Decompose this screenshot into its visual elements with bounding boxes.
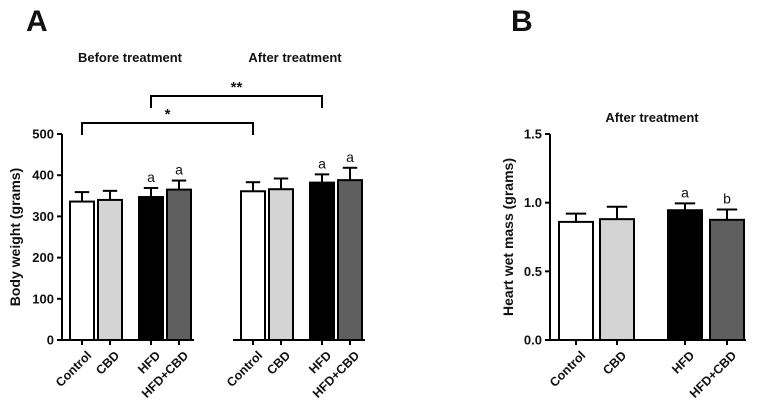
y-tick-label: 300: [32, 209, 54, 224]
chart-a: A Before treatment After treatment Body …: [7, 5, 365, 401]
category-label: CBD: [600, 348, 629, 377]
bar: [558, 220, 594, 341]
category-label: Control: [547, 348, 588, 389]
bar: [309, 181, 335, 341]
bar: [337, 179, 363, 341]
significance-label: **: [231, 79, 243, 96]
chart-title-b: After treatment: [605, 110, 699, 125]
category-label: CBD: [93, 348, 122, 377]
bar: [69, 200, 95, 341]
panel-label-b: B: [511, 5, 533, 38]
group-title-after: After treatment: [248, 50, 342, 65]
y-tick-label: 400: [32, 168, 54, 183]
category-label: Control: [224, 348, 265, 389]
y-tick-label: 0.5: [524, 264, 542, 279]
bar-annotation: b: [723, 191, 731, 207]
group-title-before: Before treatment: [78, 50, 183, 65]
panel-label-a: A: [26, 5, 48, 38]
y-tick-label: 1.5: [524, 127, 542, 142]
y-axis-title-a: Body weight (grams): [7, 168, 23, 306]
y-tick-label: 500: [32, 127, 54, 142]
y-tick-label: 0: [47, 333, 54, 348]
y-tick-label: 200: [32, 250, 54, 265]
bar: [599, 218, 635, 341]
bar: [97, 198, 123, 341]
bar-annotation: a: [147, 169, 155, 185]
y-tick-label: 0.0: [524, 333, 542, 348]
chart-b: B After treatment Heart wet mass (grams)…: [500, 5, 746, 401]
y-axis-title-b: Heart wet mass (grams): [500, 158, 516, 316]
bar-annotation: a: [346, 149, 354, 165]
bar: [709, 218, 745, 341]
bar: [166, 188, 192, 341]
significance-bracket: [150, 95, 323, 108]
bar-annotation: a: [175, 162, 183, 178]
significance-label: *: [165, 106, 171, 123]
bar: [240, 190, 266, 341]
bar-annotation: a: [681, 184, 689, 200]
y-tick-label: 100: [32, 291, 54, 306]
bar: [667, 209, 703, 341]
category-label: Control: [53, 348, 94, 389]
category-label: CBD: [264, 348, 293, 377]
bar: [268, 188, 294, 341]
bar: [138, 196, 164, 341]
bar-annotation: a: [318, 155, 326, 171]
category-label: HFD: [669, 348, 697, 376]
y-tick-label: 1.0: [524, 195, 542, 210]
significance-bracket: [81, 122, 254, 135]
